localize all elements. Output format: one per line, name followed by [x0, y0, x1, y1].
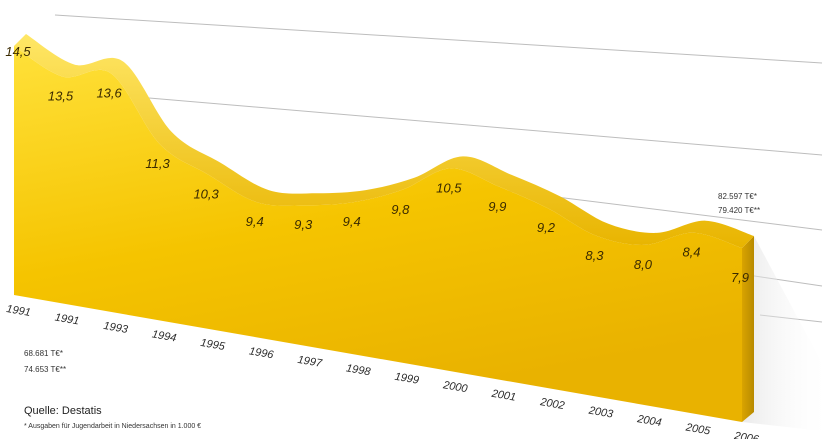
year-tick-label: 2003 [587, 404, 615, 420]
year-tick-label: 1996 [248, 345, 275, 361]
year-tick-label: 1999 [394, 371, 420, 387]
year-tick-label: 1991 [54, 312, 80, 328]
value-label: 13,6 [96, 86, 122, 101]
area-front-face [14, 46, 742, 422]
start-annotation-line2: 74.653 T€** [24, 365, 66, 374]
value-label: 9,9 [488, 199, 506, 214]
value-label: 9,3 [294, 217, 313, 232]
year-tick-label: 1995 [200, 337, 227, 353]
footnote: * Ausgaben für Jugendarbeit in Niedersac… [24, 423, 201, 430]
year-tick-label: 1997 [297, 354, 324, 370]
start-annotation-line1: 68.681 T€* [24, 349, 63, 358]
year-labels: 1991 1991 1993 1994 1995 1996 1997 1998 1999 2000… [5, 303, 760, 439]
value-label: 9,8 [391, 202, 410, 217]
year-tick-label: 2002 [538, 396, 565, 412]
value-label: 9,4 [343, 214, 361, 229]
end-annotation-line1: 82.597 T€* [718, 192, 757, 201]
value-label: 14,5 [5, 44, 31, 59]
value-label: 10,5 [436, 180, 462, 195]
year-tick-label: 1998 [345, 362, 372, 378]
value-label: 9,4 [246, 214, 264, 229]
value-label: 9,2 [537, 220, 556, 235]
value-label: 11,3 [145, 156, 170, 171]
value-label: 13,5 [48, 89, 74, 104]
value-label: 10,3 [193, 187, 219, 202]
value-label: 8,4 [682, 245, 700, 260]
gridline-1 [54, 14, 823, 64]
year-tick-label: 2001 [490, 388, 517, 404]
year-tick-label: 1991 [5, 303, 31, 319]
value-label: 7,9 [731, 270, 749, 285]
end-annotation-line2: 79.420 T€** [718, 206, 760, 215]
year-tick-label: 2005 [684, 421, 712, 437]
area-side-face [742, 236, 754, 422]
source-label: Quelle: Destatis [24, 405, 102, 417]
year-tick-label: 2006 [732, 430, 760, 439]
value-labels: 14,5 13,5 13,6 11,3 10,3 9,4 9,3 9,4 9,8 10,5 9,9 9… [5, 44, 749, 285]
value-label: 8,0 [634, 257, 653, 272]
year-tick-label: 2004 [635, 413, 662, 429]
gridline-2 [54, 89, 823, 156]
year-tick-label: 2000 [441, 379, 469, 395]
area-top-face [14, 34, 754, 248]
year-tick-label: 1993 [103, 320, 130, 336]
year-tick-label: 1994 [151, 328, 177, 344]
value-label: 8,3 [585, 248, 604, 263]
